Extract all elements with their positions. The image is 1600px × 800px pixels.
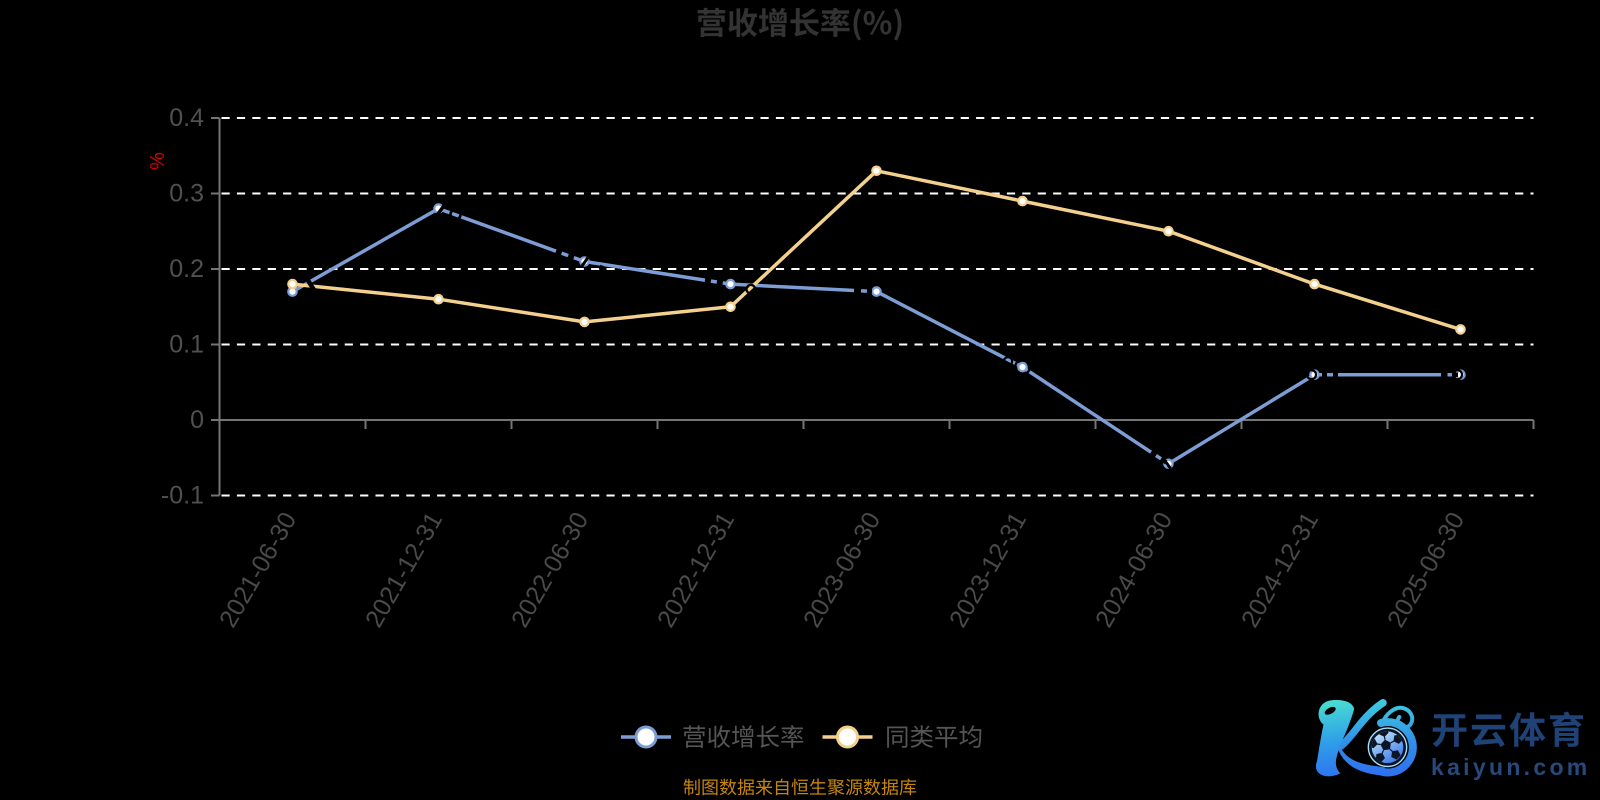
- svg-text:0.3: 0.3: [169, 180, 204, 208]
- svg-text:-0.1: -0.1: [161, 482, 204, 510]
- svg-text:0: 0: [190, 406, 204, 434]
- svg-text:0.1: 0.1: [169, 331, 204, 359]
- svg-text:0.4: 0.4: [169, 104, 204, 132]
- svg-text:%: %: [147, 152, 169, 170]
- svg-text:0.2: 0.2: [169, 255, 204, 283]
- svg-text:kaiyun.com: kaiyun.com: [1431, 754, 1591, 780]
